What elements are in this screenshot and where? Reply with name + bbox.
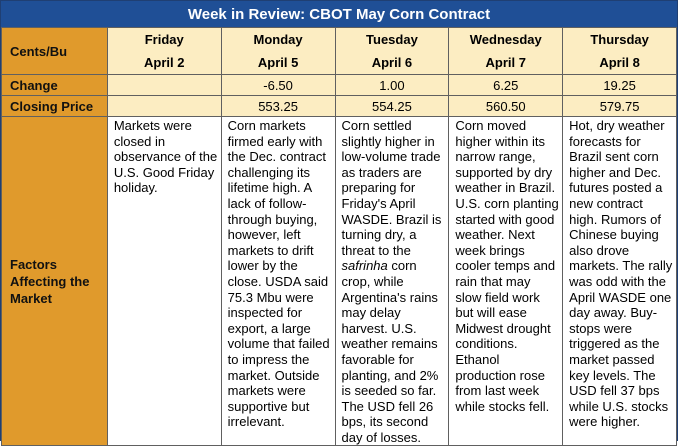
closing-value: 579.75 [562, 95, 677, 117]
factors-text-part: Corn markets firmed early with the Dec. … [227, 118, 330, 430]
factors-text-part: Markets were closed in observance of the… [113, 118, 218, 196]
day-header: Thursday April 8 [562, 27, 677, 75]
day-header: Wednesday April 7 [448, 27, 564, 75]
factors-label: Factors Affecting the Market [1, 115, 108, 446]
day-name: Thursday [590, 32, 649, 47]
day-date: April 5 [257, 55, 299, 70]
closing-row: Closing Price 553.25 554.25 560.50 579.7… [1, 95, 677, 117]
factors-text-italic: safrinha [341, 258, 388, 274]
day-date: April 2 [144, 55, 185, 70]
day-header: Friday April 2 [106, 27, 222, 75]
factors-text-part: Corn settled slightly higher in low-volu… [341, 118, 442, 258]
change-value: 6.25 [448, 74, 564, 96]
change-value: 19.25 [562, 74, 677, 96]
factors-text: Corn settled slightly higher in low-volu… [334, 115, 450, 446]
units-label: Cents/Bu [1, 27, 108, 75]
day-header: Tuesday April 6 [334, 27, 450, 75]
factors-text: Corn moved higher within its narrow rang… [448, 115, 564, 446]
closing-value [106, 95, 222, 117]
factors-text-part: Corn moved higher within its narrow rang… [455, 118, 559, 414]
change-value [106, 74, 222, 96]
factors-text: Corn markets firmed early with the Dec. … [220, 115, 336, 446]
closing-value: 553.25 [220, 95, 336, 117]
change-value: 1.00 [334, 74, 450, 96]
factors-text-part: Hot, dry weather forecasts for Brazil se… [569, 118, 673, 430]
factors-text: Markets were closed in observance of the… [106, 115, 222, 446]
day-name: Wednesday [469, 32, 542, 47]
factors-text: Hot, dry weather forecasts for Brazil se… [562, 115, 677, 446]
factors-row: Factors Affecting the Market Markets wer… [1, 115, 677, 446]
day-date: April 7 [485, 55, 526, 70]
day-header: Monday April 5 [220, 27, 336, 75]
table-title: Week in Review: CBOT May Corn Contract [1, 1, 677, 28]
header-row: Cents/Bu Friday April 2 Monday April 5 Tue… [1, 27, 677, 75]
closing-value: 560.50 [448, 95, 564, 117]
day-name: Friday [144, 32, 184, 47]
day-date: April 8 [599, 55, 640, 70]
change-row: Change -6.50 1.00 6.25 19.25 [1, 74, 677, 96]
day-name: Tuesday [366, 32, 418, 47]
review-grid: Cents/Bu Friday April 2 Monday April 5 Tue… [1, 27, 677, 446]
change-label: Change [1, 74, 108, 96]
closing-value: 554.25 [334, 95, 450, 117]
closing-label: Closing Price [1, 95, 108, 117]
day-date: April 6 [371, 55, 413, 70]
factors-text-part: corn crop, while Argentina's rains may d… [341, 258, 439, 445]
change-value: -6.50 [220, 74, 336, 96]
day-name: Monday [253, 32, 303, 47]
